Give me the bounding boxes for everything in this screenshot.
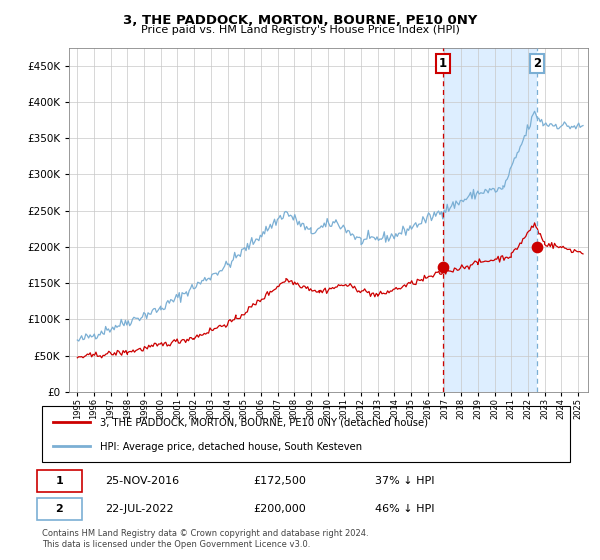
Text: 2: 2 bbox=[56, 504, 63, 514]
Point bbox=[532, 242, 542, 251]
Text: 3, THE PADDOCK, MORTON, BOURNE, PE10 0NY: 3, THE PADDOCK, MORTON, BOURNE, PE10 0NY bbox=[123, 14, 477, 27]
Text: 22-JUL-2022: 22-JUL-2022 bbox=[106, 504, 174, 514]
Text: 3, THE PADDOCK, MORTON, BOURNE, PE10 0NY (detached house): 3, THE PADDOCK, MORTON, BOURNE, PE10 0NY… bbox=[100, 418, 428, 428]
Text: £172,500: £172,500 bbox=[253, 476, 306, 486]
Text: 1: 1 bbox=[439, 57, 447, 69]
Text: 1: 1 bbox=[56, 476, 63, 486]
Text: 46% ↓ HPI: 46% ↓ HPI bbox=[374, 504, 434, 514]
Bar bbox=[443, 48, 537, 392]
FancyBboxPatch shape bbox=[37, 470, 82, 492]
FancyBboxPatch shape bbox=[37, 498, 82, 520]
Text: HPI: Average price, detached house, South Kesteven: HPI: Average price, detached house, Sout… bbox=[100, 442, 362, 452]
Text: Price paid vs. HM Land Registry's House Price Index (HPI): Price paid vs. HM Land Registry's House … bbox=[140, 25, 460, 35]
Text: Contains HM Land Registry data © Crown copyright and database right 2024.
This d: Contains HM Land Registry data © Crown c… bbox=[42, 529, 368, 549]
Text: £200,000: £200,000 bbox=[253, 504, 306, 514]
Point bbox=[438, 263, 448, 272]
Text: 25-NOV-2016: 25-NOV-2016 bbox=[106, 476, 179, 486]
Text: 2: 2 bbox=[533, 57, 541, 69]
Text: 37% ↓ HPI: 37% ↓ HPI bbox=[374, 476, 434, 486]
